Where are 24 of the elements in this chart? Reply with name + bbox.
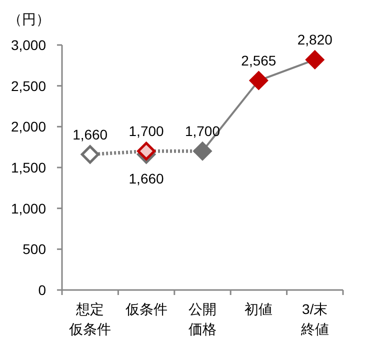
y-tick-label: 500 (22, 241, 46, 258)
point (193, 142, 212, 160)
data-label: 1,700 (128, 123, 164, 140)
data-label: 2,565 (241, 52, 276, 69)
x-tick-label: 公開価格 (188, 301, 216, 337)
y-axis-title: （円） (8, 11, 50, 27)
data-label: 2,820 (297, 32, 333, 48)
y-tick-label: 2,000 (10, 118, 46, 135)
point (306, 50, 324, 69)
data-label: 1,660 (72, 126, 108, 142)
point (80, 145, 100, 164)
x-tick-label: 想定仮条件 (68, 301, 112, 337)
y-tick-label: 0 (38, 282, 46, 298)
point (249, 71, 268, 90)
y-tick-label: 3,000 (10, 37, 46, 53)
data-label: 1,660 (128, 170, 164, 186)
x-tick-label: 仮条件 (124, 301, 168, 317)
y-tick-label: 1,500 (10, 160, 46, 176)
point (137, 142, 156, 160)
y-tick-label: 1,000 (10, 200, 46, 216)
x-tick-label: 3/末終値 (300, 301, 329, 337)
data-label: 1,700 (184, 123, 220, 140)
y-tick-label: 2,500 (10, 78, 46, 94)
x-tick-label: 初値 (244, 301, 273, 317)
